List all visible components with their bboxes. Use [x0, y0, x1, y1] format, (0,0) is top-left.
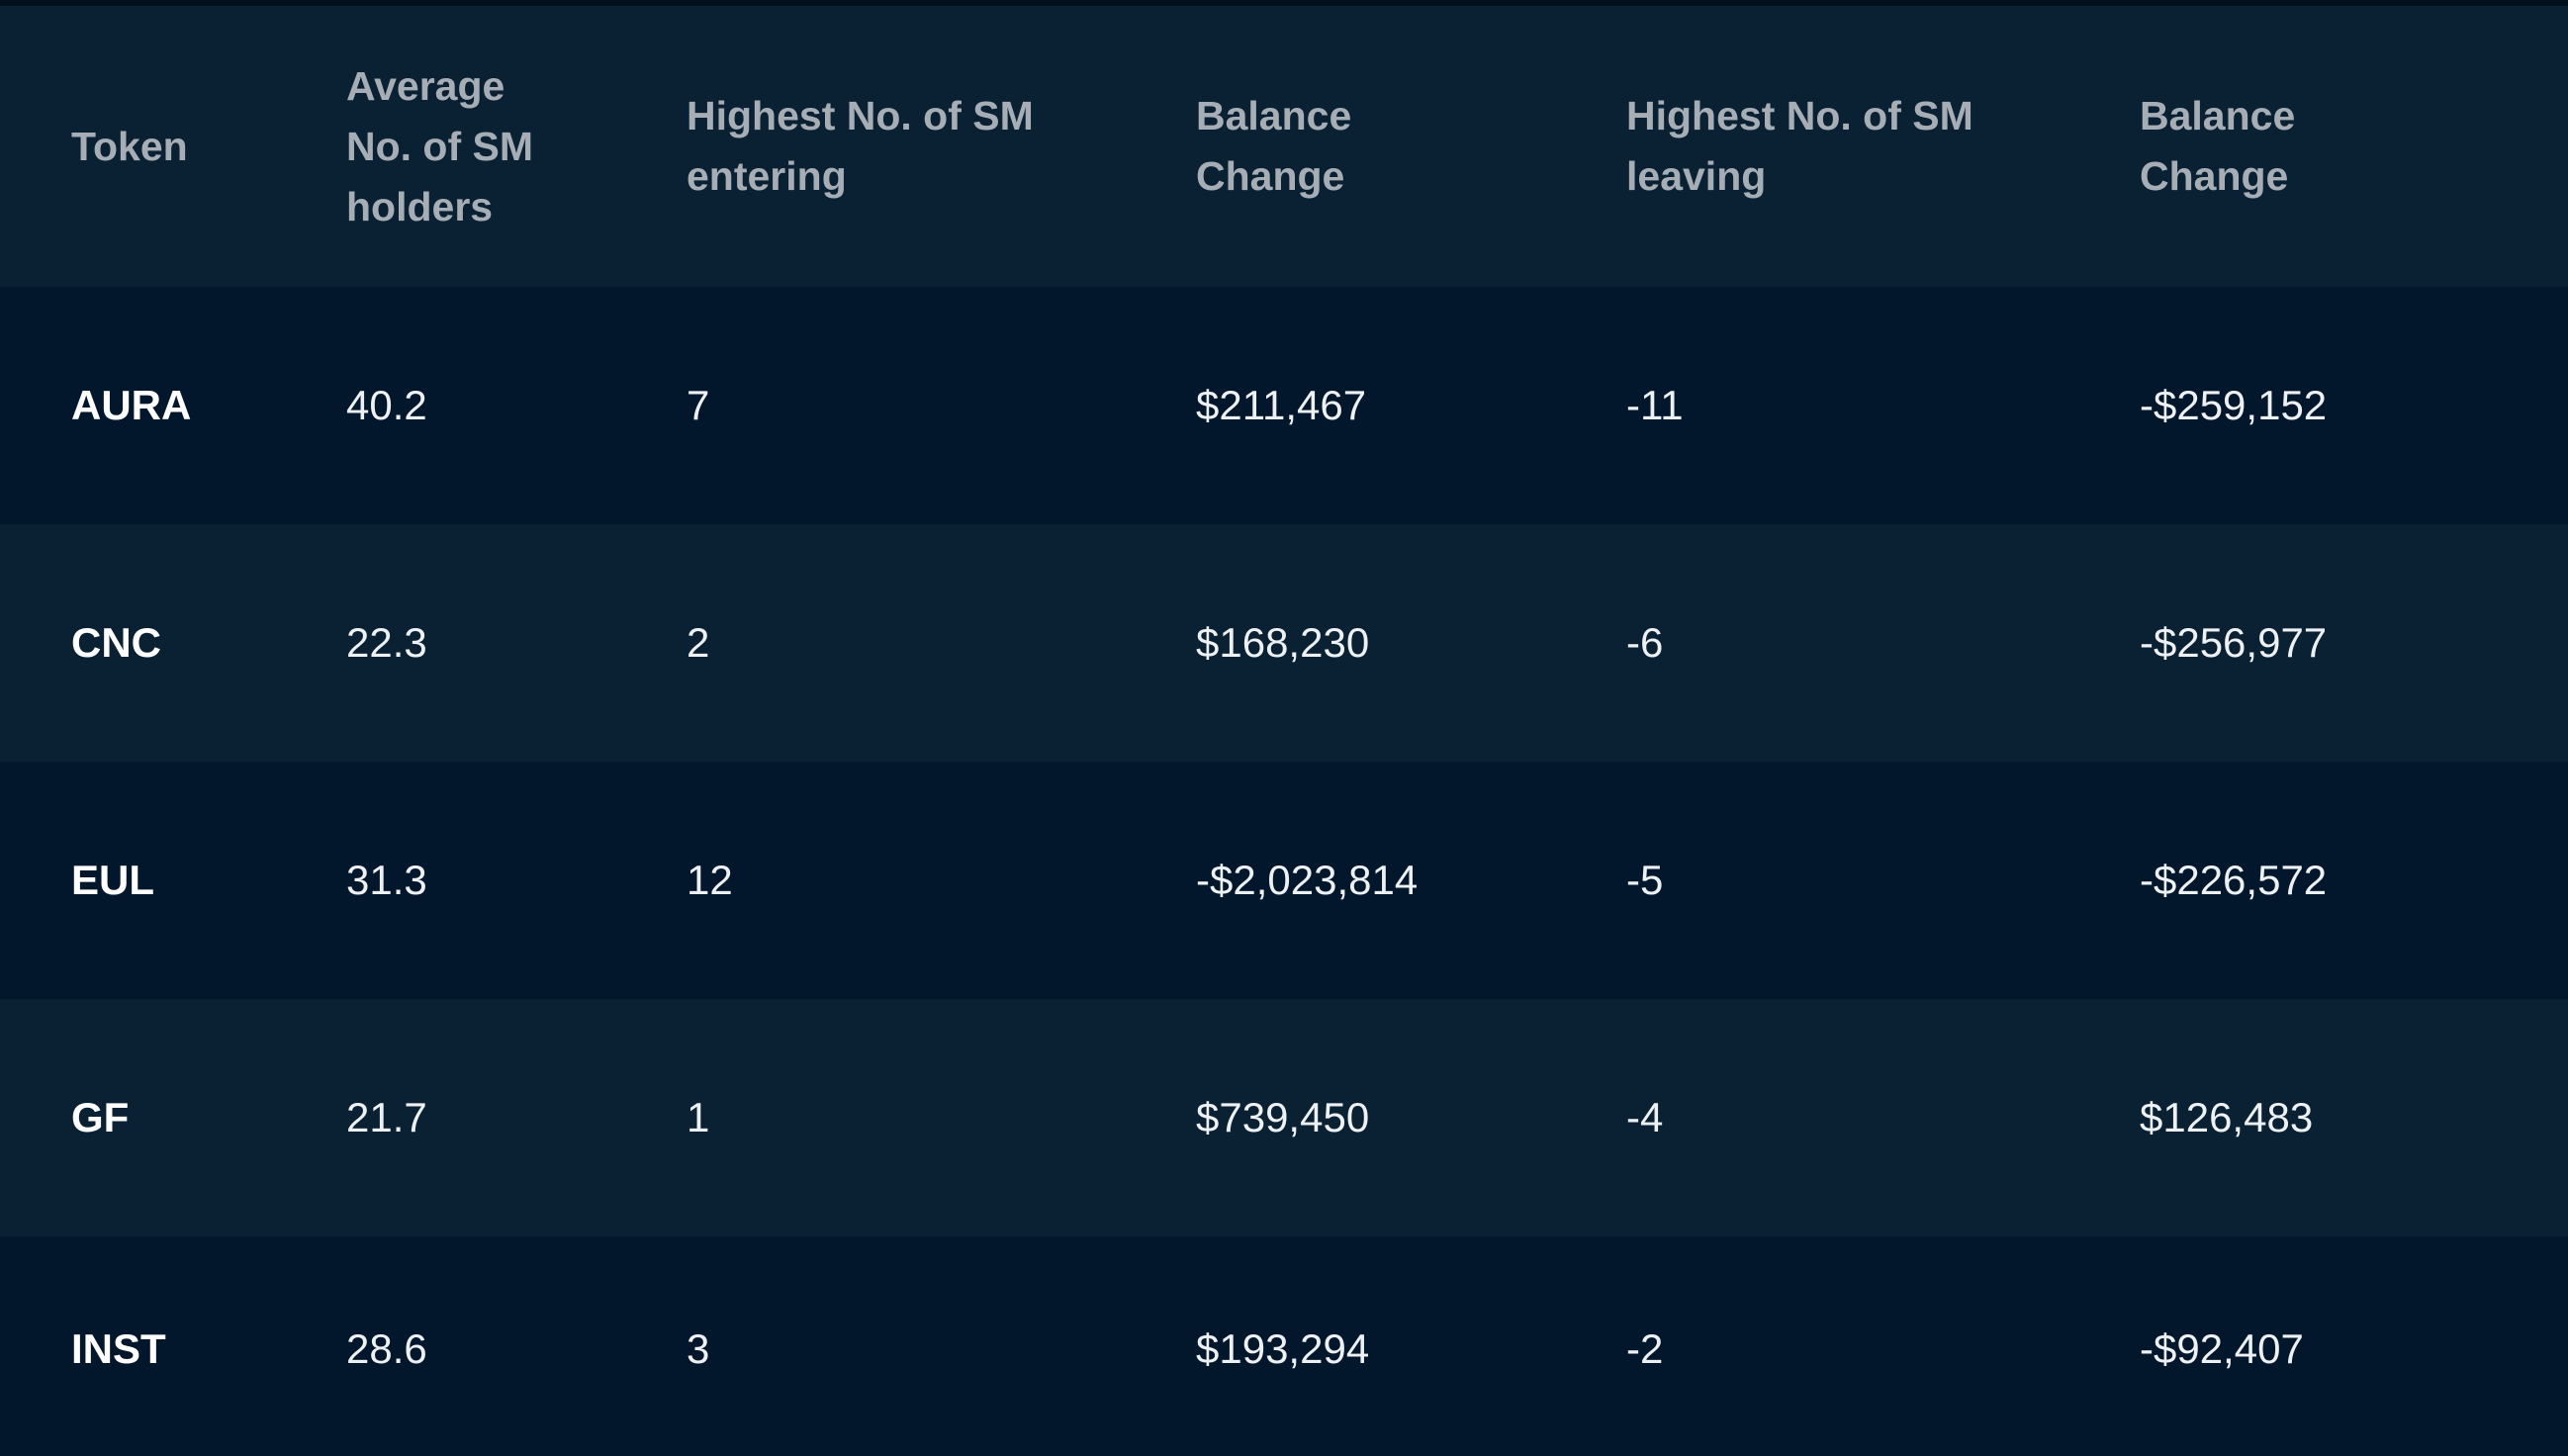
header-line: entering	[687, 153, 847, 199]
header-line: leaving	[1626, 153, 1767, 199]
average-holders-cell: 31.3	[346, 857, 427, 903]
highest-entering-cell: 7	[687, 382, 710, 428]
table-row[interactable]: CNC 22.3 2 $168,230 -6 -$256,977	[0, 524, 2568, 762]
balance-change-entering-cell: $168,230	[1196, 619, 1370, 666]
header-line: Change	[2140, 153, 2289, 199]
header-line: Highest No. of SM	[687, 93, 1034, 138]
balance-change-leaving-cell: -$92,407	[2140, 1324, 2304, 1372]
column-header-average-holders[interactable]: Average No. of SM holders	[346, 6, 687, 287]
header-line: Average	[346, 62, 505, 109]
balance-change-entering-cell: $211,467	[1196, 382, 1367, 428]
balance-change-leaving-cell: -$259,152	[2140, 382, 2328, 428]
column-header-balance-change-entering[interactable]: Balance Change	[1196, 6, 1626, 287]
header-row: Token Average No. of SM holders Highest …	[0, 6, 2568, 287]
highest-leaving-cell: -4	[1626, 1094, 1664, 1140]
average-holders-cell: 21.7	[346, 1094, 427, 1140]
average-holders-cell: 28.6	[346, 1324, 427, 1372]
balance-change-leaving-cell: -$256,977	[2140, 619, 2328, 666]
table-row[interactable]: AURA 40.2 7 $211,467 -11 -$259,152	[0, 287, 2568, 524]
token-cell: EUL	[71, 857, 154, 903]
balance-change-entering-cell: $193,294	[1196, 1324, 1370, 1372]
header-line: Balance	[1196, 93, 1352, 138]
table-body: AURA 40.2 7 $211,467 -11 -$259,152 CNC 2…	[0, 287, 2568, 1456]
column-header-highest-entering[interactable]: Highest No. of SM entering	[687, 6, 1196, 287]
balance-change-leaving-cell: -$226,572	[2140, 857, 2328, 903]
header-line: Token	[71, 123, 188, 169]
highest-leaving-cell: -2	[1626, 1324, 1664, 1372]
highest-leaving-cell: -6	[1626, 619, 1664, 666]
highest-leaving-cell: -11	[1626, 382, 1684, 428]
token-cell: GF	[71, 1094, 130, 1140]
table-row[interactable]: INST 28.6 3 $193,294 -2 -$92,407	[0, 1236, 2568, 1456]
token-cell: CNC	[71, 619, 161, 666]
header-line: holders	[346, 183, 494, 229]
highest-entering-cell: 3	[687, 1324, 710, 1372]
highest-leaving-cell: -5	[1626, 857, 1664, 903]
balance-change-entering-cell: $739,450	[1196, 1094, 1370, 1140]
highest-entering-cell: 2	[687, 619, 710, 666]
column-header-highest-leaving[interactable]: Highest No. of SM leaving	[1626, 6, 2140, 287]
token-cell: INST	[71, 1324, 166, 1372]
header-line: No. of SM	[346, 123, 534, 169]
column-header-balance-change-leaving[interactable]: Balance Change	[2140, 6, 2568, 287]
highest-entering-cell: 12	[687, 857, 733, 903]
smart-money-table: Token Average No. of SM holders Highest …	[0, 6, 2568, 1456]
header-line: Highest No. of SM	[1626, 93, 1973, 138]
balance-change-leaving-cell: $126,483	[2140, 1094, 2314, 1140]
average-holders-cell: 22.3	[346, 619, 427, 666]
header-line: Change	[1196, 153, 1345, 199]
header-line: Balance	[2140, 93, 2296, 138]
highest-entering-cell: 1	[687, 1094, 710, 1140]
table-header: Token Average No. of SM holders Highest …	[0, 6, 2568, 287]
balance-change-entering-cell: -$2,023,814	[1196, 857, 1419, 903]
token-cell: AURA	[71, 382, 192, 428]
column-header-token[interactable]: Token	[0, 6, 346, 287]
table-row[interactable]: GF 21.7 1 $739,450 -4 $126,483	[0, 999, 2568, 1236]
table-row[interactable]: EUL 31.3 12 -$2,023,814 -5 -$226,572	[0, 762, 2568, 999]
average-holders-cell: 40.2	[346, 382, 427, 428]
